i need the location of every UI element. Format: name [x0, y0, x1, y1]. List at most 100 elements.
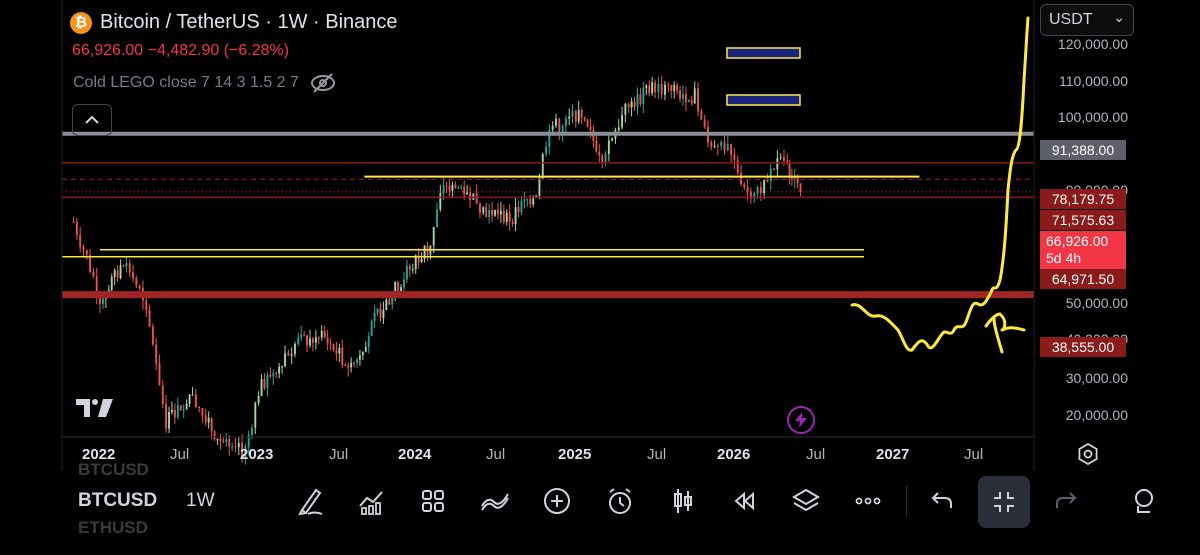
price-tag-38555[interactable]: 38,555.00 [1040, 337, 1126, 357]
price-tag-91388[interactable]: 91,388.00 [1040, 140, 1126, 160]
candle-body [529, 199, 532, 205]
collapse-legend-button[interactable] [72, 104, 112, 136]
undo-icon[interactable] [924, 484, 958, 518]
candle-body [783, 157, 785, 161]
more-icon[interactable] [851, 484, 885, 518]
candle-body [793, 176, 796, 181]
candle-body [370, 320, 373, 337]
candle-body [753, 193, 756, 199]
candle-body [598, 151, 601, 156]
hand-drawn-projection [850, 16, 1030, 352]
brush-icon[interactable] [294, 484, 328, 518]
bitcoin-icon: ₿ [70, 11, 92, 34]
time-label: 2024 [398, 446, 432, 463]
candle-body [314, 337, 317, 343]
candle-body [611, 138, 614, 141]
candle-body [165, 403, 168, 429]
price-tag-64971[interactable]: 64,971.50 [1040, 269, 1126, 289]
hide-eye-icon[interactable] [309, 72, 337, 94]
candle-body [148, 309, 151, 327]
candle-body [247, 434, 250, 447]
candle-body [796, 176, 799, 184]
price-tag-71575[interactable]: 71,575.63 [1040, 210, 1126, 230]
candle-body [736, 160, 739, 173]
currency-select[interactable]: USDT ⌄ [1040, 4, 1134, 36]
candle-body [766, 179, 769, 182]
candle-body [257, 395, 260, 403]
target-box-lower [726, 94, 801, 106]
candle-body [201, 407, 204, 416]
candle-body [564, 118, 567, 126]
lightning-icon[interactable] [787, 406, 815, 434]
candle-body [690, 100, 693, 104]
candle-body [664, 84, 666, 95]
candle-body [95, 276, 98, 296]
alert-clock-icon[interactable] [603, 484, 637, 518]
chart-bars-icon[interactable] [354, 484, 388, 518]
candle-body [463, 186, 466, 195]
indicators-icon[interactable] [478, 484, 512, 518]
candle-body [294, 344, 296, 355]
candle-body [241, 442, 244, 458]
timeframe-selector[interactable]: 1W [186, 490, 215, 511]
candle-body [624, 103, 627, 115]
candle-body [379, 308, 382, 319]
candle-body [275, 373, 278, 375]
add-icon[interactable] [540, 484, 574, 518]
candle-body [320, 330, 323, 338]
candle-body [548, 129, 551, 147]
candle-body [135, 278, 138, 286]
candle-body [469, 192, 472, 200]
candle-body [583, 117, 586, 120]
candle-body [439, 193, 442, 210]
candle-body [472, 193, 475, 200]
candle-body [589, 126, 592, 131]
redo-icon[interactable] [1050, 484, 1084, 518]
hand-drawn-arrow [984, 312, 1026, 354]
currency-value: USDT [1049, 11, 1093, 28]
candles-icon[interactable] [666, 484, 700, 518]
symbol-title[interactable]: Bitcoin / TetherUS · 1W · Binance [100, 11, 398, 33]
time-label: Jul [964, 446, 984, 463]
chevron-up-icon [85, 115, 99, 124]
replay-icon[interactable] [727, 484, 761, 518]
candle-body [700, 111, 703, 120]
current-price-tag[interactable]: 66,926.00 5d 4h [1040, 231, 1126, 269]
candle-body [432, 226, 435, 246]
chevron-down-icon: ⌄ [1113, 8, 1125, 25]
partial-tool-icon[interactable] [1126, 484, 1160, 518]
price-label: 100,000.00 [1057, 109, 1128, 125]
candle-body [756, 187, 759, 194]
grid-icon[interactable] [416, 484, 450, 518]
candle-body [326, 337, 329, 344]
candle-body [645, 85, 648, 88]
candle-body [158, 363, 161, 386]
candle-body [263, 379, 266, 389]
layers-icon[interactable] [789, 484, 823, 518]
candle-body [222, 441, 225, 443]
candle-body [545, 146, 548, 155]
candle-body [720, 141, 723, 147]
settings-gear-icon[interactable] [1076, 442, 1100, 466]
time-label: 2025 [558, 446, 592, 463]
candle-body [684, 94, 687, 103]
candle-body [436, 209, 438, 227]
candle-body [457, 187, 460, 189]
candle-body [523, 199, 526, 202]
candle-body [198, 407, 201, 409]
candle-body [535, 195, 538, 197]
candle-body [219, 438, 222, 442]
fullscreen-button[interactable] [978, 476, 1030, 528]
candle-body [743, 184, 746, 188]
candle-body [138, 285, 141, 289]
candle-body [716, 145, 719, 147]
candle-body [726, 144, 729, 151]
price-label: 30,000.00 [1065, 370, 1128, 386]
indicator-legend[interactable]: Cold LEGO close 7 14 3 1.5 2 7 [73, 72, 337, 94]
candle-body [746, 187, 749, 192]
candle-body [72, 221, 75, 223]
price-tag-78179[interactable]: 78,179.75 [1040, 189, 1126, 209]
candle-body [788, 162, 791, 177]
symbol-selector[interactable]: BTCUSD [78, 490, 158, 511]
